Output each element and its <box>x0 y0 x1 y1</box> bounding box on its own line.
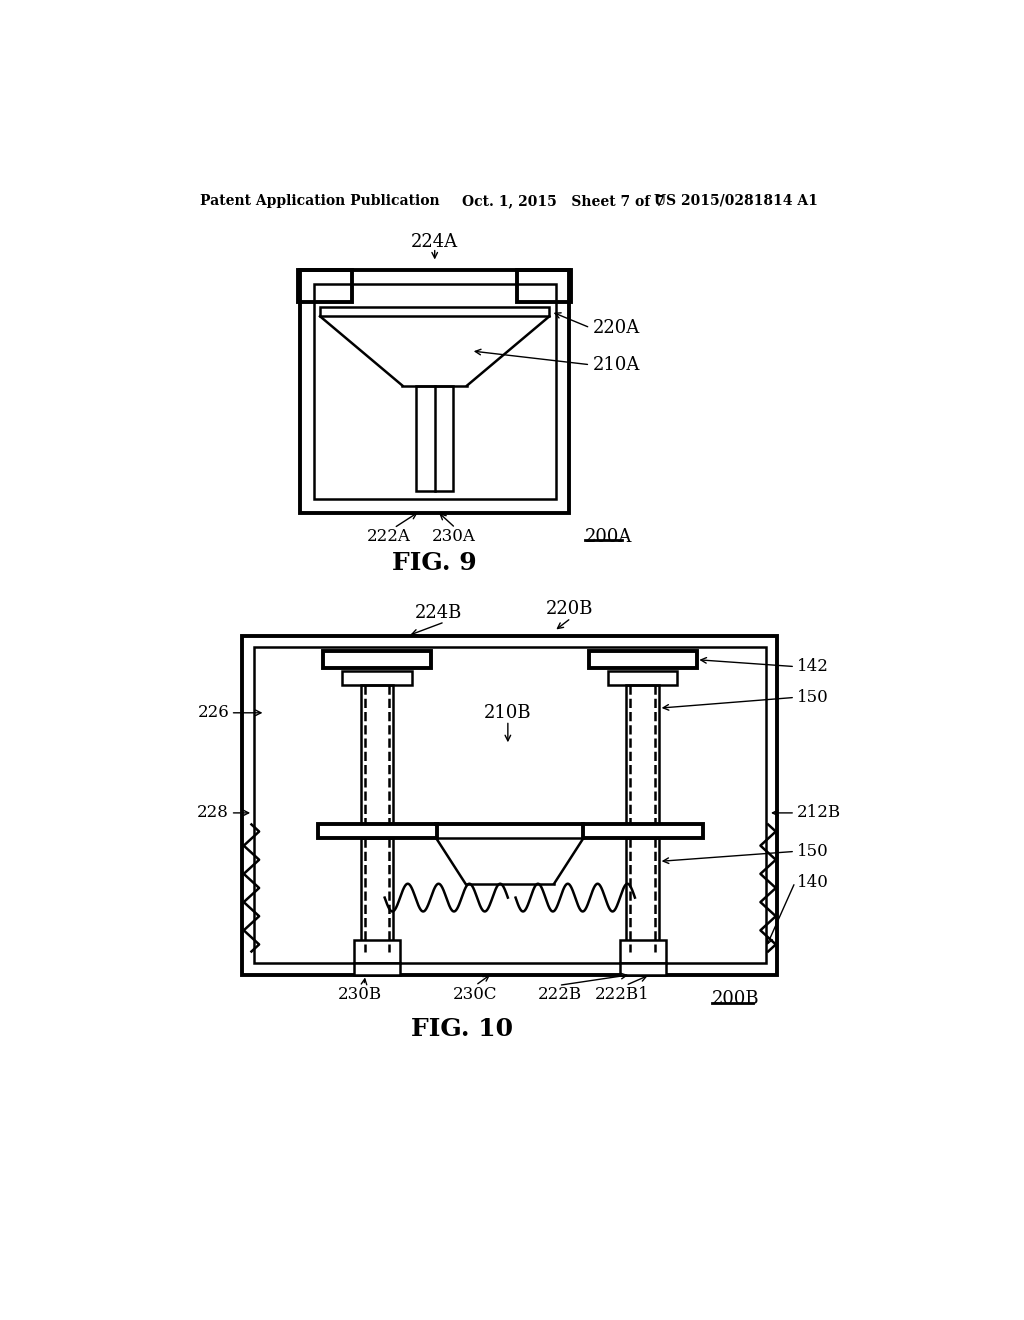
Text: Patent Application Publication: Patent Application Publication <box>200 194 439 207</box>
Bar <box>608 671 677 685</box>
Text: 220A: 220A <box>593 319 640 337</box>
Text: 230B: 230B <box>338 986 382 1003</box>
Text: 224B: 224B <box>415 603 462 622</box>
Text: FIG. 9: FIG. 9 <box>392 550 477 574</box>
Text: 226: 226 <box>198 705 229 721</box>
Bar <box>517 271 571 302</box>
Text: 222A: 222A <box>367 528 411 545</box>
Bar <box>416 385 454 491</box>
Text: 210A: 210A <box>593 356 640 374</box>
Text: 224A: 224A <box>412 232 459 251</box>
Text: 150: 150 <box>797 843 828 859</box>
Bar <box>298 271 352 302</box>
Text: 142: 142 <box>797 659 828 675</box>
Bar <box>313 284 556 499</box>
Text: 210B: 210B <box>484 704 531 722</box>
Text: 220B: 220B <box>546 599 593 618</box>
Text: 200A: 200A <box>585 528 632 546</box>
Text: 230C: 230C <box>454 986 498 1003</box>
Text: 200B: 200B <box>712 990 760 1008</box>
Text: 212B: 212B <box>797 804 841 821</box>
Bar <box>354 964 400 974</box>
Bar <box>620 964 666 974</box>
Bar <box>317 825 437 838</box>
Bar <box>319 308 550 317</box>
Text: FIG. 10: FIG. 10 <box>411 1016 513 1040</box>
Bar <box>360 685 393 825</box>
Text: 228: 228 <box>198 804 229 821</box>
Bar <box>323 651 431 668</box>
Text: 230A: 230A <box>432 528 476 545</box>
Text: 222B: 222B <box>539 986 583 1003</box>
Text: US 2015/0281814 A1: US 2015/0281814 A1 <box>654 194 818 207</box>
Bar <box>584 825 702 838</box>
Bar <box>342 671 412 685</box>
Bar <box>360 838 393 952</box>
Text: 140: 140 <box>797 874 828 891</box>
Bar <box>627 685 658 825</box>
Text: 150: 150 <box>797 689 828 706</box>
Text: 222B1: 222B1 <box>595 986 649 1003</box>
Bar <box>300 271 569 512</box>
Bar <box>243 636 777 974</box>
Bar <box>627 838 658 952</box>
Text: Oct. 1, 2015   Sheet 7 of 7: Oct. 1, 2015 Sheet 7 of 7 <box>462 194 665 207</box>
Bar <box>354 940 400 964</box>
Bar <box>589 651 696 668</box>
Bar <box>620 940 666 964</box>
Bar <box>254 647 766 964</box>
